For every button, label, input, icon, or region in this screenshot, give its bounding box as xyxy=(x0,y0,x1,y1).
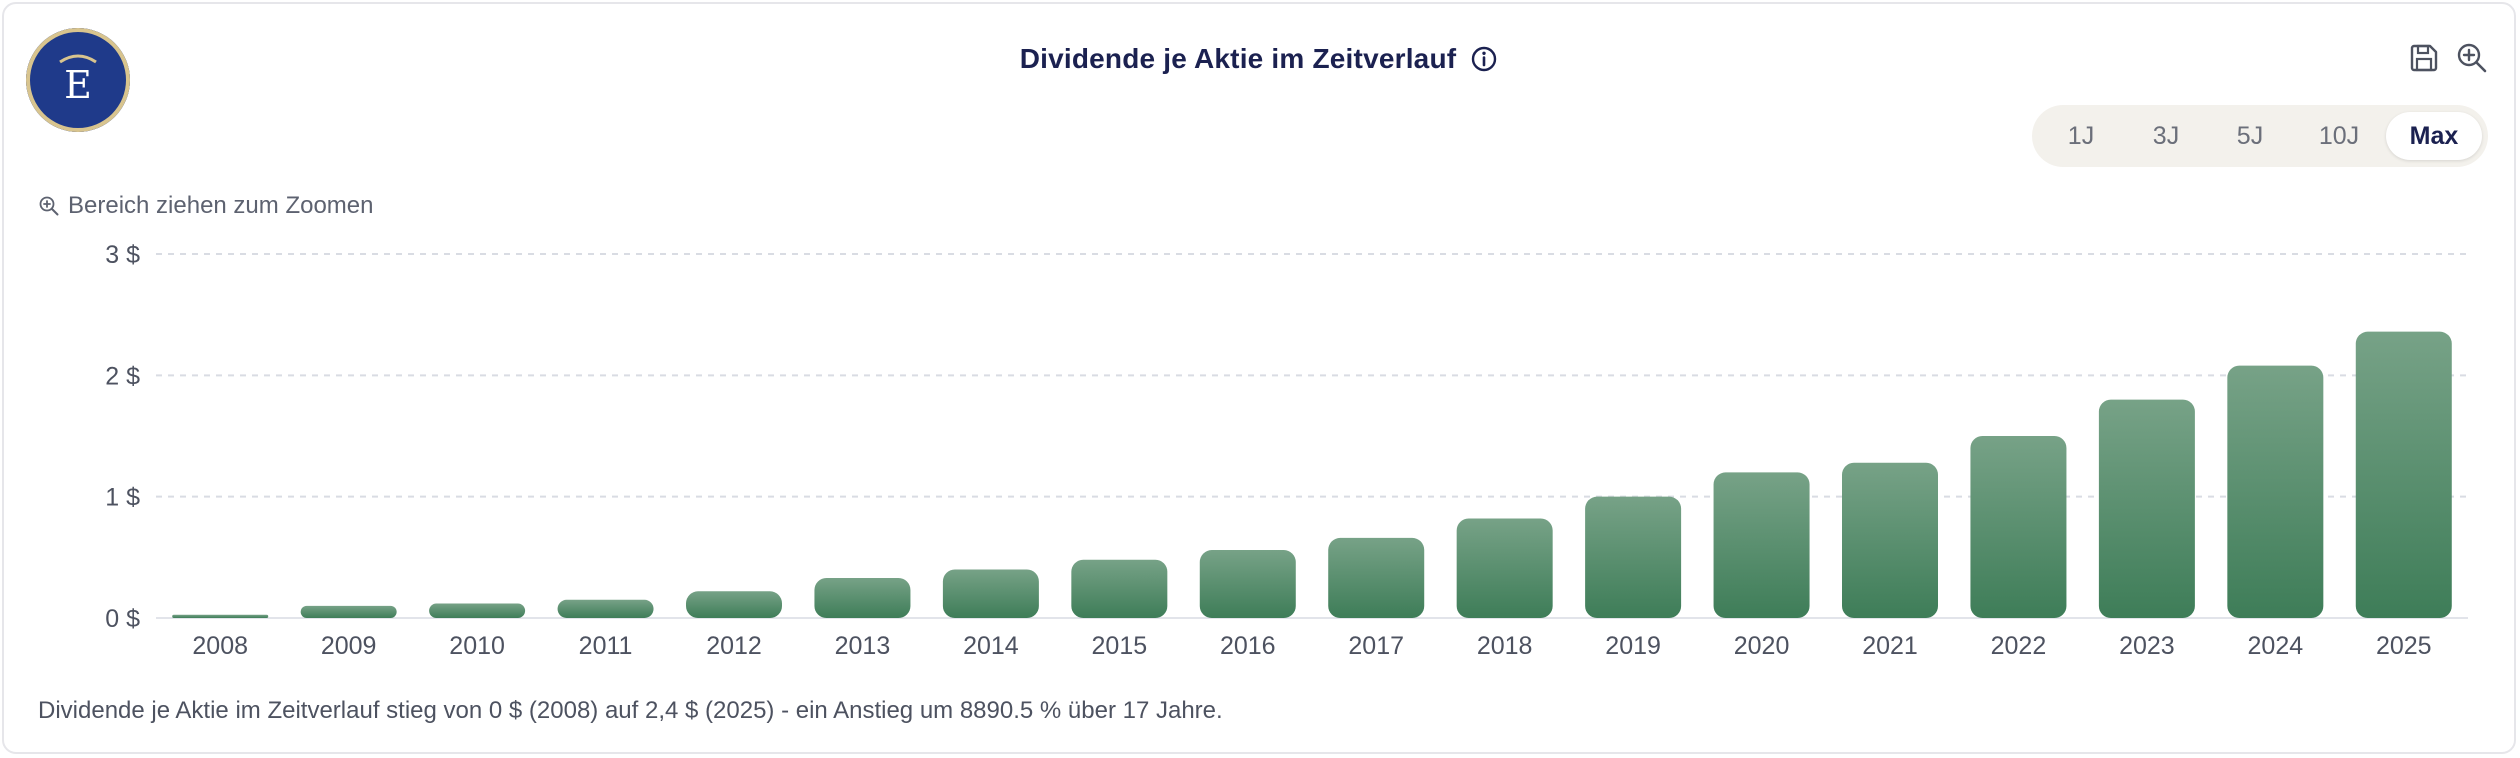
bar-2009[interactable] xyxy=(300,605,397,618)
y-tick-label: 1 $ xyxy=(105,484,140,512)
bar-2020[interactable] xyxy=(1713,472,1810,618)
save-icon[interactable] xyxy=(2406,40,2442,76)
bar-2012[interactable] xyxy=(686,591,782,618)
bar-2025[interactable] xyxy=(2355,331,2452,618)
bar-2008[interactable] xyxy=(172,614,269,618)
grid-lines xyxy=(156,253,2468,619)
range-button-5j[interactable]: 5J xyxy=(2236,121,2264,150)
range-button-1j[interactable]: 1J xyxy=(2067,121,2095,150)
x-tick-label: 2018 xyxy=(1477,632,1533,660)
x-tick-label: 2012 xyxy=(706,632,762,660)
info-icon[interactable] xyxy=(1470,45,1498,73)
y-tick-label: 2 $ xyxy=(105,362,140,390)
chart-header: Dividende je Aktie im Zeitverlauf xyxy=(4,38,2514,80)
bar-2019[interactable] xyxy=(1585,496,1682,618)
x-tick-label: 2016 xyxy=(1220,632,1276,660)
company-logo: E xyxy=(26,28,130,132)
x-tick-label: 2017 xyxy=(1348,632,1404,660)
x-tick-label: 2010 xyxy=(449,632,505,660)
time-range-selector: 1J 3J 5J 10J Max xyxy=(2032,105,2488,167)
range-button-max[interactable]: Max xyxy=(2386,112,2482,160)
bar-2023[interactable] xyxy=(2098,399,2195,618)
x-tick-label: 2009 xyxy=(321,632,377,660)
x-tick-label: 2013 xyxy=(835,632,891,660)
chart-summary: Dividende je Aktie im Zeitverlauf stieg … xyxy=(38,697,1223,724)
x-axis: 2008 2009 2010 2011 2012 2013 2014 2015 2016 2017… xyxy=(192,632,2431,660)
bar-2021[interactable] xyxy=(1842,462,1938,618)
x-tick-label: 2020 xyxy=(1734,632,1790,660)
y-tick-label: 3 $ xyxy=(105,241,140,269)
x-tick-label: 2008 xyxy=(192,632,248,660)
range-button-10j[interactable]: 10J xyxy=(2318,121,2360,150)
logo-letter: E xyxy=(64,63,92,107)
bar-2018[interactable] xyxy=(1456,518,1553,618)
bars xyxy=(172,331,2452,618)
zoom-hint: Bereich ziehen zum Zoomen xyxy=(38,192,373,220)
bar-2010[interactable] xyxy=(429,603,526,618)
zoom-hint-label: Bereich ziehen zum Zoomen xyxy=(68,192,374,219)
x-tick-label: 2024 xyxy=(2248,632,2304,660)
dividend-bar-chart[interactable]: 0 $ 1 $ 2 $ 3 $ 2008 2009 2010 2011 2012 2013 201… xyxy=(4,4,2518,756)
x-tick-label: 2025 xyxy=(2376,632,2432,660)
x-tick-label: 2023 xyxy=(2119,632,2175,660)
y-axis: 0 $ 1 $ 2 $ 3 $ xyxy=(105,241,140,633)
bar-2015[interactable] xyxy=(1071,559,1168,618)
zoom-in-icon[interactable] xyxy=(2454,40,2490,76)
bar-2016[interactable] xyxy=(1199,550,1296,618)
bar-2022[interactable] xyxy=(1970,436,2067,618)
x-tick-label: 2022 xyxy=(1991,632,2047,660)
x-tick-label: 2021 xyxy=(1862,632,1918,660)
chart-title: Dividende je Aktie im Zeitverlauf xyxy=(1019,43,1457,74)
logo-emblem: E xyxy=(59,54,97,107)
bar-2011[interactable] xyxy=(557,599,654,618)
x-tick-label: 2014 xyxy=(963,632,1019,660)
x-tick-label: 2015 xyxy=(1092,632,1148,660)
bar-2024[interactable] xyxy=(2227,365,2324,618)
x-tick-label: 2019 xyxy=(1605,632,1661,660)
range-button-3j[interactable]: 3J xyxy=(2152,121,2180,150)
zoom-hint-icon xyxy=(39,196,59,216)
x-tick-label: 2011 xyxy=(579,632,633,660)
bar-2014[interactable] xyxy=(942,569,1039,618)
y-tick-label: 0 $ xyxy=(105,605,140,633)
bar-2013[interactable] xyxy=(814,577,911,618)
bar-2017[interactable] xyxy=(1328,537,1425,618)
